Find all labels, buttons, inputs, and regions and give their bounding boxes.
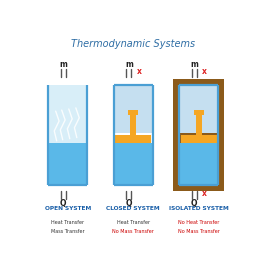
Text: ISOLATED SYSTEM: ISOLATED SYSTEM [169, 206, 229, 211]
Bar [115, 135, 151, 143]
Text: No Mass Transfer: No Mass Transfer [178, 229, 220, 234]
Bar [114, 143, 153, 185]
Text: m: m [59, 60, 67, 69]
Text: m: m [125, 60, 133, 69]
Bar [196, 115, 202, 135]
Bar [48, 143, 87, 185]
Bar [194, 110, 204, 115]
Text: m: m [190, 60, 198, 69]
Text: Q: Q [60, 199, 67, 208]
Text: OPEN SYSTEM: OPEN SYSTEM [45, 206, 91, 211]
Text: Thermodynamic Systems: Thermodynamic Systems [71, 39, 195, 49]
Bar [128, 110, 138, 115]
Text: x: x [136, 67, 141, 76]
Text: CLOSED SYSTEM: CLOSED SYSTEM [106, 206, 160, 211]
Text: Heat Transfer: Heat Transfer [51, 220, 84, 225]
Text: Q: Q [191, 199, 198, 208]
Bar [179, 143, 218, 185]
Text: Heat Transfer: Heat Transfer [117, 220, 150, 225]
Text: Mass Transfer: Mass Transfer [51, 229, 84, 234]
Bar [48, 85, 87, 143]
Text: Q: Q [126, 199, 132, 208]
Text: No Mass Transfer: No Mass Transfer [112, 229, 154, 234]
Bar [181, 135, 217, 143]
Text: No Heat Transfer: No Heat Transfer [178, 220, 219, 225]
Bar [173, 79, 224, 191]
Text: x: x [202, 189, 207, 198]
Bar [131, 115, 136, 135]
Bar [114, 85, 153, 134]
Bar [179, 85, 218, 134]
Text: x: x [202, 67, 207, 76]
